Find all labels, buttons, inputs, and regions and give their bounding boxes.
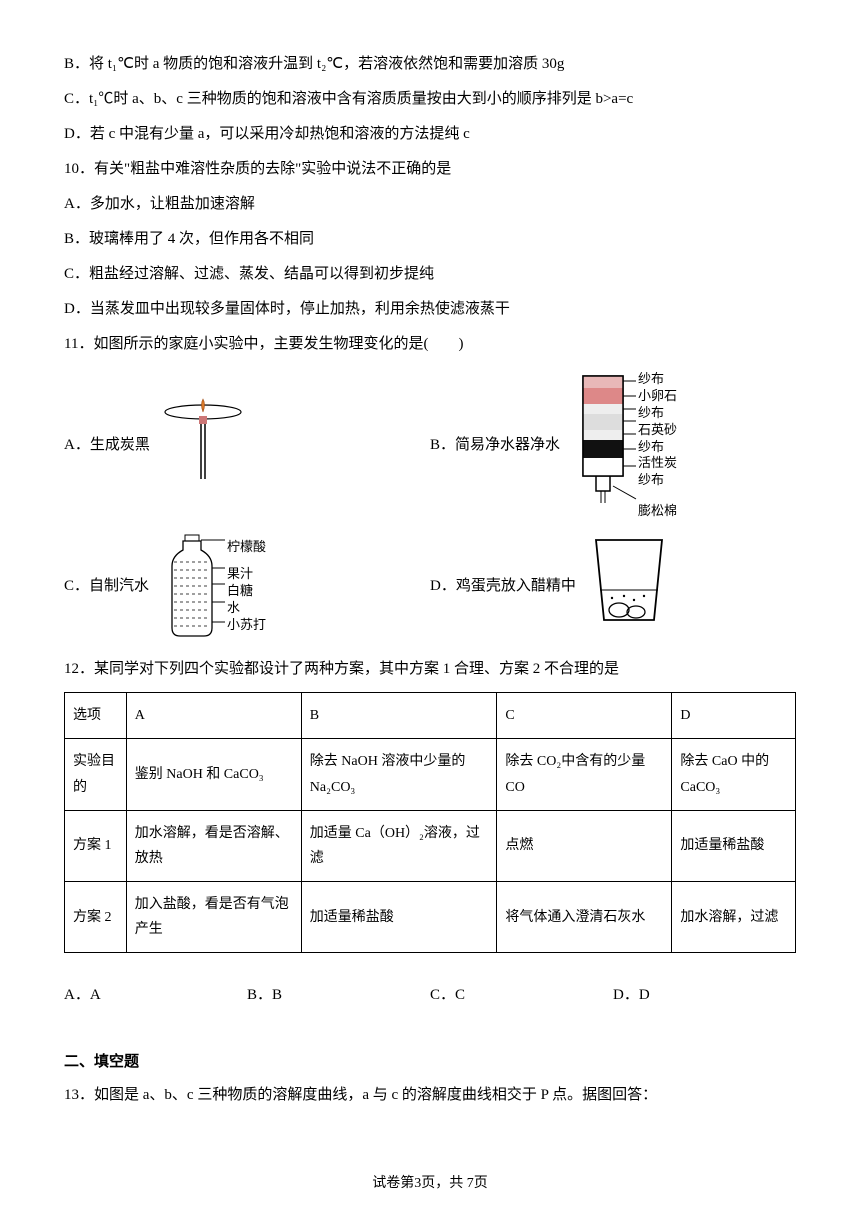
cup-egg-diagram: [584, 530, 674, 643]
q10-b: B．玻璃棒用了 4 次，但作用各不相同: [64, 223, 796, 256]
cell: 除去 NaOH 溶液中少量的 Na₂CO₃: [301, 739, 497, 810]
table-row: 方案 2 加入盐酸，看是否有气泡产生 加适量稀盐酸 将气体通入澄清石灰水 加水溶…: [65, 882, 796, 953]
q10-c: C．粗盐经过溶解、过滤、蒸发、结晶可以得到初步提纯: [64, 258, 796, 291]
cell: 将气体通入澄清石灰水: [497, 882, 672, 953]
water-filter-diagram: 纱布 小卵石 纱布 石英砂 纱布 活性炭 纱布 膨松棉: [568, 371, 677, 520]
opt-c: C．C: [430, 979, 613, 1012]
q10-stem: 10．有关"粗盐中难溶性杂质的去除"实验中说法不正确的是: [64, 153, 796, 186]
opt-d: D．D: [613, 979, 796, 1012]
table-row: 方案 1 加水溶解，看是否溶解、放热 加适量 Ca（OH）₂溶液，过滤 点燃 加…: [65, 810, 796, 881]
cell: 除去 CaO 中的 CaCO₃: [672, 739, 796, 810]
section-2-title: 二、填空题: [64, 1046, 796, 1079]
cell: 加入盐酸，看是否有气泡产生: [126, 882, 301, 953]
opt-a: A．A: [64, 979, 247, 1012]
row3-label: 方案 2: [65, 882, 127, 953]
th-c: C: [497, 693, 672, 739]
bottle-labels: 柠檬酸 果汁 白糖 水 小苏打: [227, 539, 266, 633]
th-d: D: [672, 693, 796, 739]
cell: 鉴别 NaOH 和 CaCO₃: [126, 739, 301, 810]
cell: 加适量稀盐酸: [301, 882, 497, 953]
q10-d: D．当蒸发皿中出现较多量固体时，停止加热，利用余热使滤液蒸干: [64, 293, 796, 326]
cell: 除去 CO₂中含有的少量 CO: [497, 739, 672, 810]
q11-b-label: B．简易净水器净水: [430, 429, 560, 462]
cell: 加水溶解，看是否溶解、放热: [126, 810, 301, 881]
q11-row-1: A．生成炭黑 B．简易净水器净水: [64, 371, 796, 520]
q13-stem: 13．如图是 a、b、c 三种物质的溶解度曲线，a 与 c 的溶解度曲线相交于 …: [64, 1079, 796, 1112]
q12-stem: 12．某同学对下列四个实验都设计了两种方案，其中方案 1 合理、方案 2 不合理…: [64, 653, 796, 686]
th-option: 选项: [65, 693, 127, 739]
option-d: D．若 c 中混有少量 a，可以采用冷却热饱和溶液的方法提纯 c: [64, 118, 796, 151]
opt-b: B．B: [247, 979, 430, 1012]
row1-label: 实验目的: [65, 739, 127, 810]
filter-labels: 纱布 小卵石 纱布 石英砂 纱布 活性炭 纱布 膨松棉: [638, 371, 677, 520]
table-row: 实验目的 鉴别 NaOH 和 CaCO₃ 除去 NaOH 溶液中少量的 Na₂C…: [65, 739, 796, 810]
cell: 加水溶解，过滤: [672, 882, 796, 953]
q11-row-2: C．自制汽水 柠檬酸 果汁: [64, 530, 796, 643]
q11-stem: 11．如图所示的家庭小实验中，主要发生物理变化的是( ): [64, 328, 796, 361]
cell: 加适量稀盐酸: [672, 810, 796, 881]
row2-label: 方案 1: [65, 810, 127, 881]
page-footer: 试卷第3页，共 7页: [0, 1169, 860, 1200]
cell: 点燃: [497, 810, 672, 881]
soda-bottle-diagram: 柠檬酸 果汁 白糖 水 小苏打: [157, 532, 266, 642]
cell: 加适量 Ca（OH）₂溶液，过滤: [301, 810, 497, 881]
q11-a-label: A．生成炭黑: [64, 429, 150, 462]
option-b: B．将 t₁℃时 a 物质的饱和溶液升温到 t₂℃，若溶液依然饱和需要加溶质 3…: [64, 48, 796, 81]
th-a: A: [126, 693, 301, 739]
table-row: 选项 A B C D: [65, 693, 796, 739]
option-c: C．t₁℃时 a、b、c 三种物质的饱和溶液中含有溶质质量按由大到小的顺序排列是…: [64, 83, 796, 116]
experiment-table: 选项 A B C D 实验目的 鉴别 NaOH 和 CaCO₃ 除去 NaOH …: [64, 692, 796, 953]
q12-answer-options: A．A B．B C．C D．D: [64, 979, 796, 1012]
q11-c-label: C．自制汽水: [64, 570, 149, 603]
candle-plate-diagram: [158, 394, 248, 497]
q10-a: A．多加水，让粗盐加速溶解: [64, 188, 796, 221]
q11-d-label: D．鸡蛋壳放入醋精中: [430, 570, 576, 603]
th-b: B: [301, 693, 497, 739]
